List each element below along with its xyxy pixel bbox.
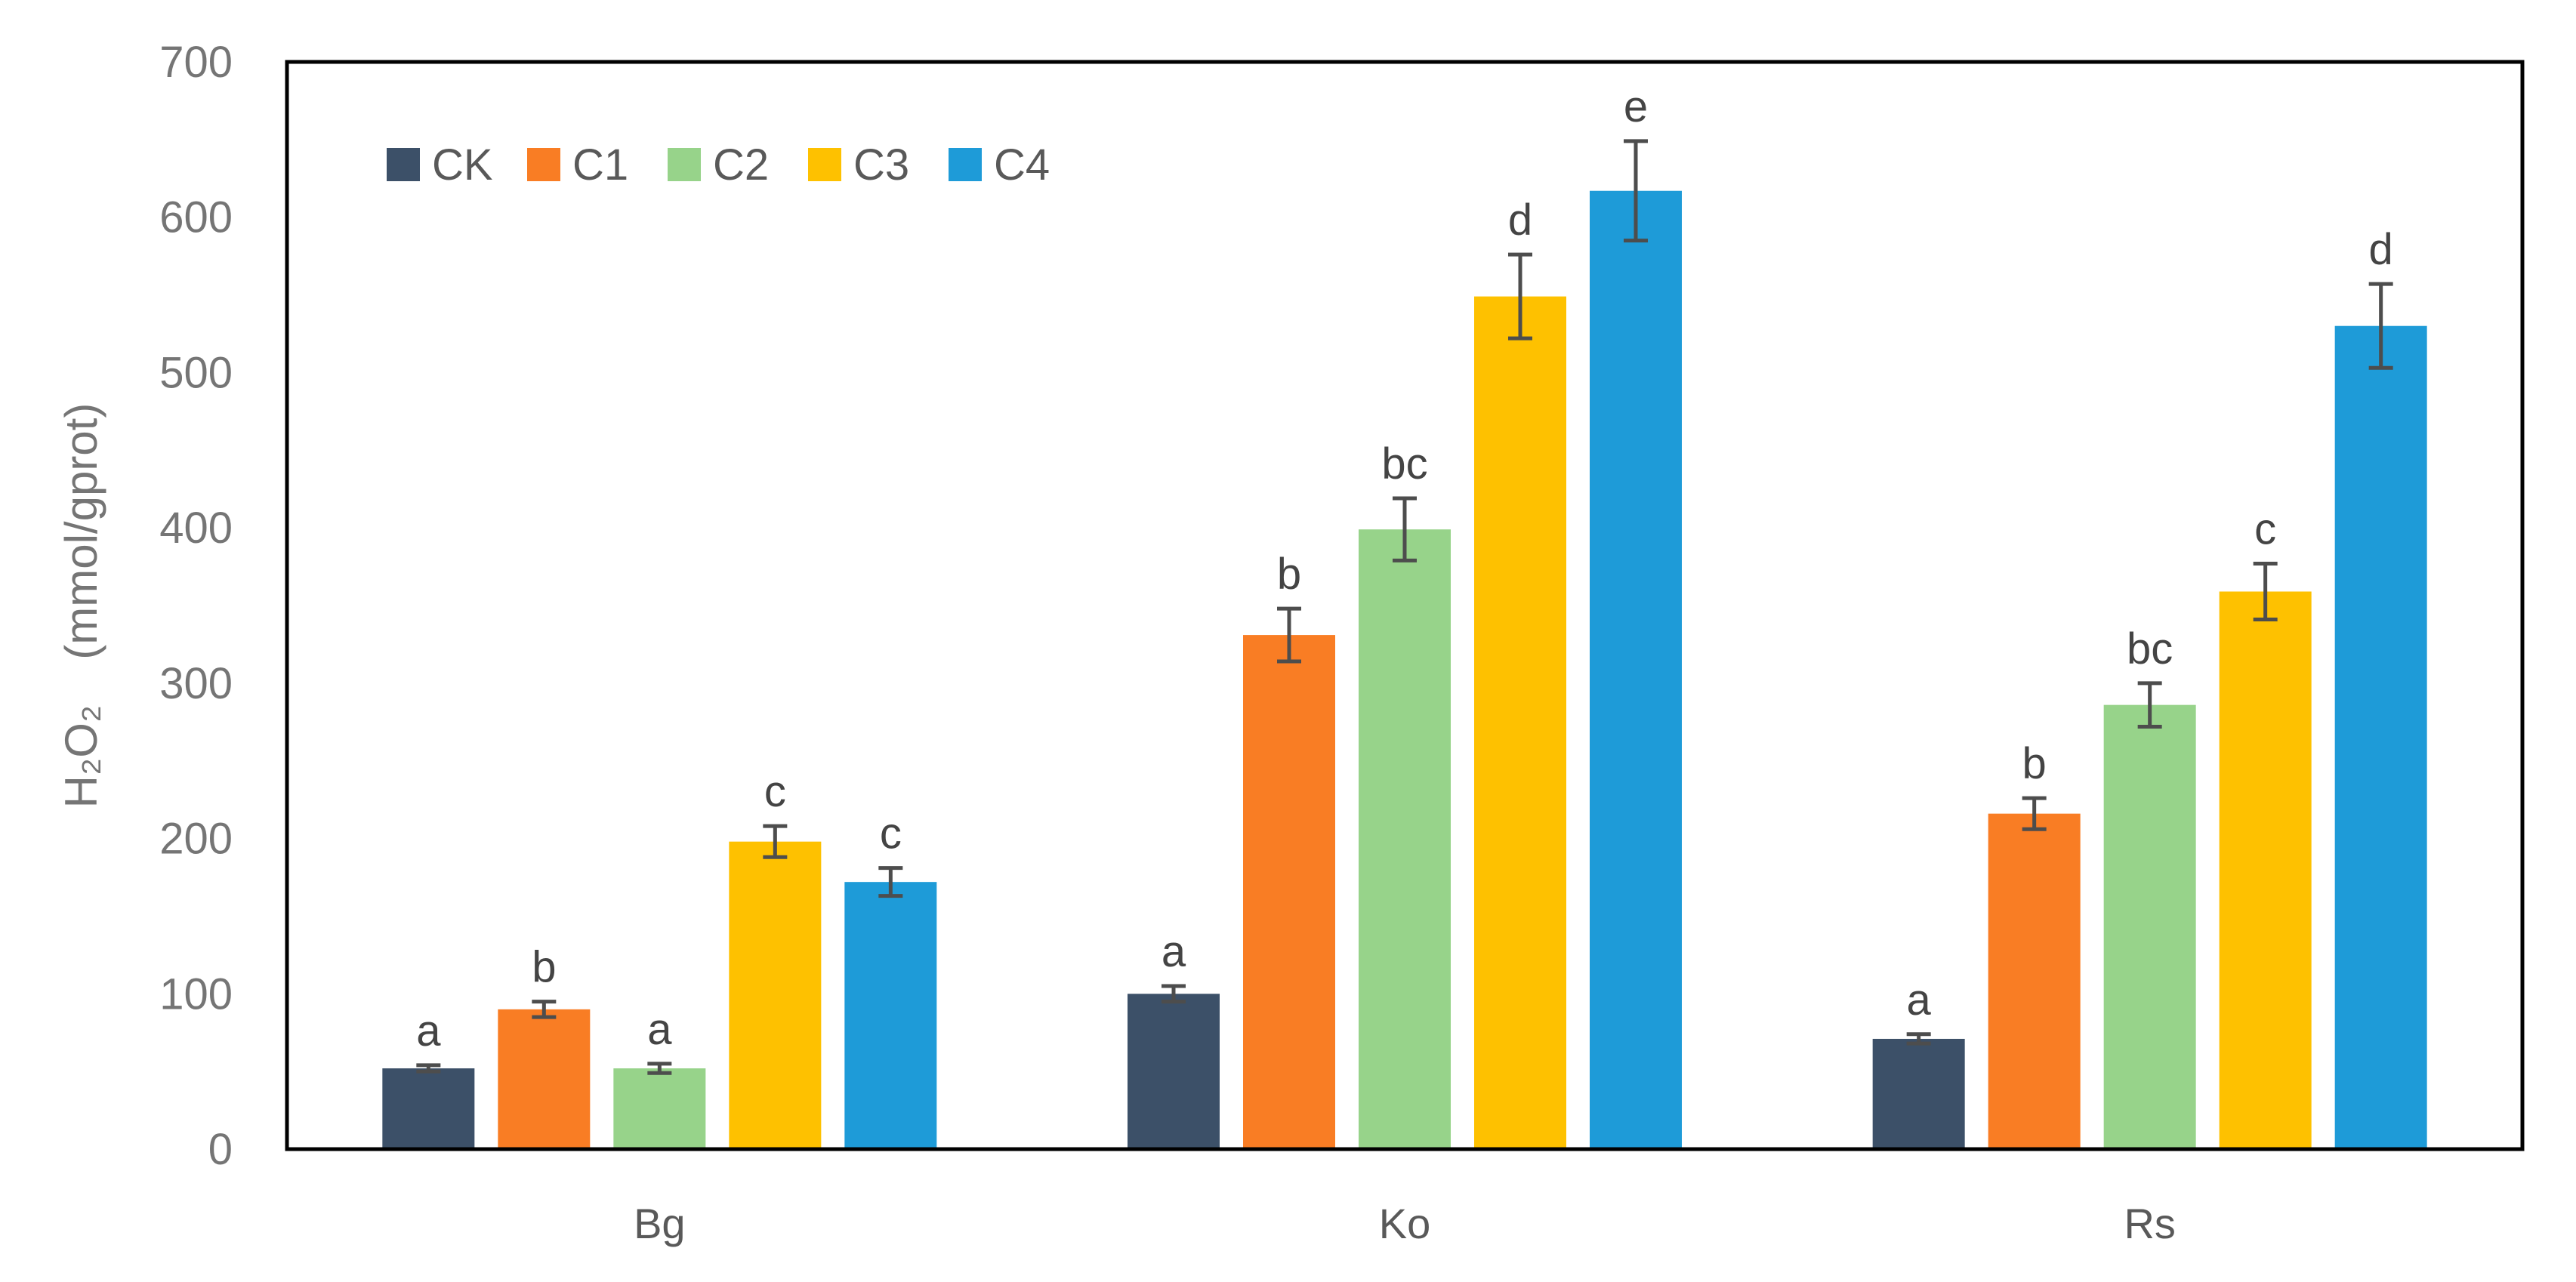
significance-label: a: [416, 1006, 441, 1055]
plot-area-frame: [285, 60, 2525, 1151]
legend-label-CK: CK: [432, 140, 493, 190]
bar-C3-Rs: [2219, 591, 2312, 1149]
bar-C4-Bg: [844, 882, 937, 1149]
bar-CK-Ko: [1128, 994, 1220, 1149]
legend-label-C1: C1: [572, 140, 628, 190]
labels-layer: a b a c c a b bc d e a b bc c d: [416, 82, 2393, 1055]
significance-label: a: [1907, 975, 1932, 1025]
legend: CK C1 C2 C3 C4: [387, 140, 1050, 190]
y-tick-label: 100: [159, 969, 233, 1019]
legend-swatch-CK: [387, 148, 420, 181]
bar-CK-Rs: [1872, 1038, 1965, 1149]
bar-C2-Rs: [2103, 704, 2196, 1149]
legend-label-C2: C2: [713, 140, 769, 190]
significance-label: a: [1162, 927, 1186, 976]
bar-C4-Ko: [1590, 190, 1682, 1149]
significance-label: c: [764, 767, 786, 816]
significance-label: c: [2254, 504, 2276, 553]
significance-label: d: [2369, 225, 2393, 274]
y-axis-title: H₂O₂ (mmol/gprot): [56, 403, 106, 809]
x-category-label: Bg: [634, 1200, 686, 1247]
significance-label: b: [2022, 739, 2047, 788]
legend-swatch-C2: [668, 148, 701, 181]
significance-label: c: [880, 809, 902, 858]
x-axis-categories: Bg Ko Rs: [634, 1200, 2176, 1247]
y-tick-label: 500: [159, 348, 233, 397]
bar-C2-Ko: [1359, 529, 1451, 1149]
significance-label: b: [1277, 550, 1301, 599]
bar-CK-Bg: [382, 1068, 475, 1149]
legend-label-C4: C4: [994, 140, 1050, 190]
y-tick-label: 200: [159, 815, 233, 864]
bar-C4-Rs: [2334, 325, 2427, 1149]
significance-label: bc: [2127, 624, 2173, 673]
legend-label-C3: C3: [853, 140, 909, 190]
legend-swatch-C3: [808, 148, 841, 181]
legend-swatch-C4: [949, 148, 982, 181]
y-tick-label: 700: [159, 38, 233, 87]
y-axis-ticks: 0 100 200 300 400 500 600 700: [159, 38, 233, 1174]
significance-label: b: [532, 943, 556, 992]
y-tick-label: 600: [159, 193, 233, 242]
y-tick-label: 400: [159, 504, 233, 553]
bar-C2-Bg: [613, 1068, 706, 1149]
significance-label: bc: [1381, 439, 1427, 488]
x-category-label: Rs: [2124, 1200, 2175, 1247]
x-category-label: Ko: [1379, 1200, 1431, 1247]
bar-C3-Bg: [729, 841, 822, 1149]
significance-label: d: [1508, 196, 1532, 245]
bar-C1-Rs: [1988, 813, 2081, 1149]
bar-C1-Bg: [498, 1009, 591, 1149]
y-tick-label: 300: [159, 659, 233, 708]
bar-C1-Ko: [1243, 635, 1335, 1149]
y-tick-label: 0: [208, 1125, 233, 1174]
bar-C3-Ko: [1474, 296, 1566, 1150]
bars-layer: [382, 139, 2427, 1150]
significance-label: a: [647, 1005, 672, 1054]
legend-swatch-C1: [527, 148, 560, 181]
significance-label: e: [1624, 82, 1648, 131]
